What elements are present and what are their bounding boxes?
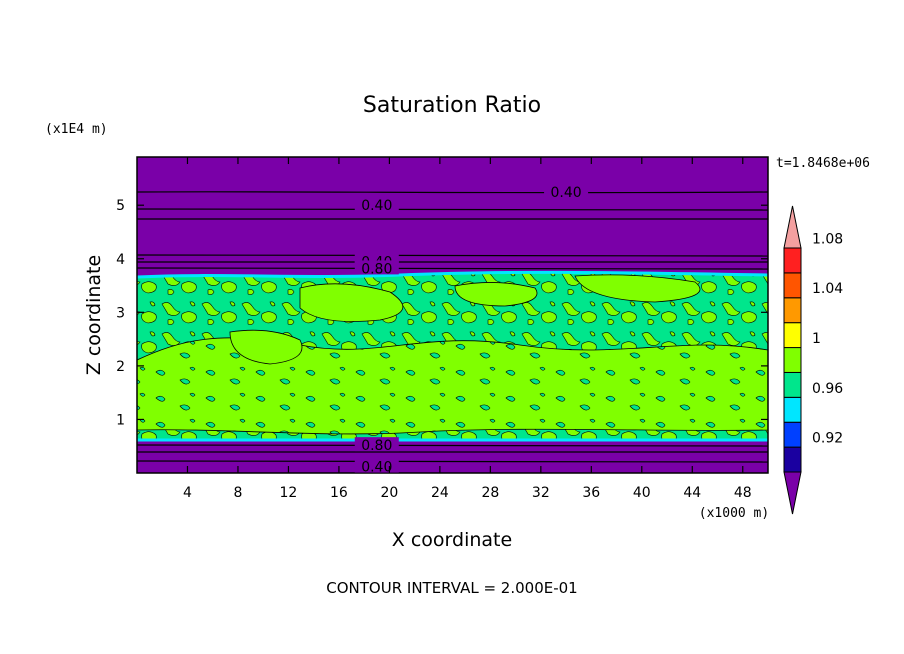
colorbar-over-triangle bbox=[783, 205, 802, 249]
colorbar-swatch bbox=[783, 272, 802, 299]
colorbar-swatch bbox=[783, 347, 802, 373]
x-tick-label: 16 bbox=[330, 485, 348, 501]
y-tick-label: 5 bbox=[116, 198, 125, 214]
layer-top-edge bbox=[137, 270, 768, 279]
x-tick-label: 40 bbox=[633, 485, 651, 501]
x-tick-label: 32 bbox=[532, 485, 550, 501]
supersaturated-patch-5 bbox=[229, 329, 303, 365]
colorbar-swatch bbox=[783, 371, 802, 398]
contour-labels: 0.400.400.400.800.800.40 bbox=[354, 183, 589, 476]
supersaturated-patch-3 bbox=[454, 282, 538, 307]
contour-label: 0.80 bbox=[361, 438, 392, 454]
contour-label: 0.40 bbox=[361, 198, 392, 214]
x-tick-label: 48 bbox=[734, 485, 752, 501]
contour-label-bg bbox=[544, 183, 589, 198]
supersaturated-patch-4 bbox=[574, 274, 701, 303]
contour-label: 0.40 bbox=[550, 185, 581, 201]
colorbar-swatch bbox=[783, 396, 802, 423]
x-tick-label: 4 bbox=[183, 485, 192, 501]
colorbar: 0.92 0.96 1 1.04 1.08 bbox=[783, 205, 843, 515]
supersaturated-patch-2 bbox=[299, 283, 404, 322]
x-tick-label: 44 bbox=[683, 485, 701, 501]
plot-frame bbox=[136, 156, 769, 474]
y-tick-label: 1 bbox=[116, 412, 125, 428]
time-label: t=1.8468e+06 bbox=[776, 156, 870, 171]
y-tick-label: 4 bbox=[116, 252, 125, 268]
colorbar-swatch bbox=[783, 322, 802, 349]
contour-label-bg bbox=[354, 260, 399, 275]
y-tick-label: 3 bbox=[116, 305, 125, 321]
contour-interval-label: CONTOUR INTERVAL = 2.000E-01 bbox=[326, 579, 577, 597]
colorbar-under-triangle bbox=[783, 471, 802, 515]
chart-title: Saturation Ratio bbox=[363, 93, 541, 118]
x-tick-label: 28 bbox=[481, 485, 499, 501]
contour-lines bbox=[137, 191, 768, 463]
y-unit-label: (x1E4 m) bbox=[45, 122, 108, 137]
colorbar-swatch bbox=[783, 421, 802, 448]
x-tick-label: 12 bbox=[280, 485, 298, 501]
contour-label-bg bbox=[354, 197, 399, 212]
colorbar-swatch bbox=[783, 247, 802, 274]
colorbar-swatch bbox=[783, 446, 802, 473]
plot-area bbox=[137, 157, 768, 473]
contour-label: 0.80 bbox=[361, 261, 392, 277]
colorbar-tick-label: 0.92 bbox=[812, 431, 843, 447]
x-unit-label: (x1000 m) bbox=[699, 506, 769, 521]
contour-label-bg bbox=[354, 458, 399, 473]
colorbar-swatch bbox=[783, 297, 802, 324]
x-tick-label: 20 bbox=[380, 485, 398, 501]
contour-label-bg bbox=[354, 437, 399, 452]
x-tick-label: 8 bbox=[233, 485, 242, 501]
colorbar-tick-label: 0.96 bbox=[812, 381, 843, 397]
y-axis: 1 2 3 4 5 bbox=[116, 198, 768, 428]
colorbar-tick-label: 1.04 bbox=[812, 281, 843, 297]
x-axis-title: X coordinate bbox=[392, 529, 512, 551]
contour-label: 0.40 bbox=[361, 460, 392, 476]
colorbar-tick-label: 1.08 bbox=[812, 231, 843, 247]
y-tick-label: 2 bbox=[116, 359, 125, 375]
x-tick-label: 36 bbox=[582, 485, 600, 501]
x-axis: 4 8 12 16 20 24 28 32 36 40 44 48 bbox=[183, 157, 752, 501]
colorbar-tick-label: 1 bbox=[812, 331, 821, 347]
x-tick-label: 24 bbox=[431, 485, 449, 501]
supersaturated-patch-1 bbox=[137, 337, 768, 435]
y-axis-title: Z coordinate bbox=[83, 255, 105, 375]
